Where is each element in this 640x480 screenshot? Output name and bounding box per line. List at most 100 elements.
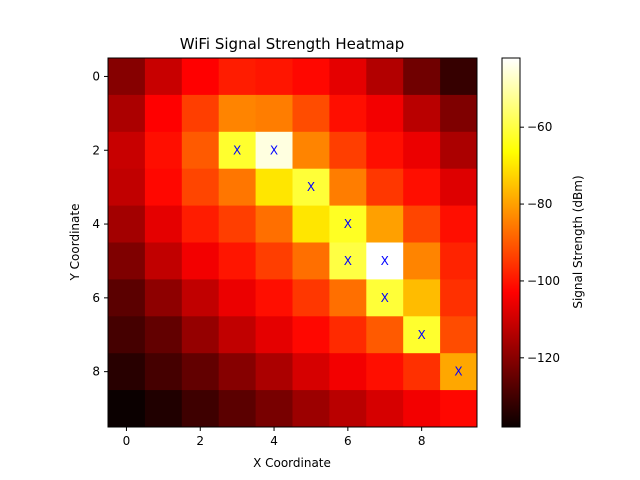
heatmap-cell — [218, 353, 256, 391]
marker-label: X — [233, 143, 241, 157]
y-tick-label: 2 — [92, 143, 100, 157]
heatmap-cell — [181, 390, 220, 428]
colorbar — [502, 58, 520, 427]
heatmap-cell — [440, 390, 478, 428]
heatmap-cell — [329, 390, 367, 428]
heatmap-cell — [366, 353, 404, 391]
marker-layer: X X X X X X X X X — [233, 143, 463, 378]
heatmap-cell — [440, 353, 478, 391]
heatmap-cell — [255, 205, 293, 243]
heatmap-cell — [144, 316, 183, 354]
heatmap-cell — [366, 316, 404, 354]
heatmap-cell — [292, 390, 330, 428]
heatmap-cell — [403, 94, 441, 133]
heatmap-cell — [108, 316, 146, 354]
heatmap-cell — [108, 94, 146, 133]
heatmap-cell — [108, 390, 146, 428]
heatmap-cell — [440, 58, 478, 96]
x-tick-label: 8 — [418, 434, 426, 448]
heatmap-cell — [292, 94, 330, 133]
heatmap-cell — [403, 168, 441, 206]
heatmap-cell — [181, 131, 220, 170]
heatmap-cell — [366, 390, 404, 428]
heatmap-cell — [440, 168, 478, 206]
chart-title: WiFi Signal Strength Heatmap — [180, 35, 405, 53]
heatmap-cell — [218, 131, 256, 170]
heatmap-cell — [440, 279, 478, 317]
heatmap-cells — [108, 58, 478, 428]
marker-label: X — [270, 143, 278, 157]
heatmap-cell — [403, 279, 441, 317]
heatmap-cell — [144, 390, 183, 428]
heatmap-cell — [403, 353, 441, 391]
x-tick-label: 4 — [270, 434, 278, 448]
marker-label: X — [307, 180, 315, 194]
x-tick-label: 0 — [123, 434, 131, 448]
heatmap-cell — [108, 242, 146, 280]
x-tick-label: 6 — [344, 434, 352, 448]
colorbar-tick-label: −80 — [527, 197, 552, 211]
y-tick-label: 6 — [92, 291, 100, 305]
heatmap-cell — [218, 279, 256, 317]
heatmap-cell — [403, 242, 441, 280]
heatmap-cell — [181, 353, 220, 391]
heatmap-cell — [366, 131, 404, 170]
heatmap-cell — [144, 168, 183, 206]
heatmap-cell — [144, 353, 183, 391]
heatmap-cell — [366, 168, 404, 206]
heatmap-cell — [440, 205, 478, 243]
heatmap-cell — [440, 94, 478, 133]
heatmap-cell — [329, 131, 367, 170]
heatmap-cell — [403, 131, 441, 170]
heatmap-cell — [144, 279, 183, 317]
heatmap-cell — [181, 316, 220, 354]
heatmap-cell — [403, 205, 441, 243]
marker-label: X — [381, 291, 389, 305]
heatmap-cell — [181, 58, 220, 96]
heatmap-cell — [144, 94, 183, 133]
heatmap-cell — [292, 279, 330, 317]
heatmap-cell — [329, 316, 367, 354]
colorbar-tick-label: −60 — [527, 120, 552, 134]
marker-label: X — [344, 217, 352, 231]
heatmap-cell — [108, 131, 146, 170]
colorbar-label: Signal Strength (dBm) — [571, 175, 585, 308]
x-axis-label: X Coordinate — [253, 456, 331, 470]
plot-frame — [107, 57, 478, 428]
heatmap-cell — [144, 58, 183, 96]
y-tick-label: 8 — [92, 365, 100, 379]
heatmap-cell — [144, 131, 183, 170]
heatmap-cell — [366, 242, 404, 280]
heatmap-cell — [108, 58, 146, 96]
marker-label: X — [418, 328, 426, 342]
colorbar-tick-label: −100 — [527, 274, 560, 288]
heatmap-cell — [440, 242, 478, 280]
y-tick-label: 4 — [92, 217, 100, 231]
heatmap-cell — [292, 168, 330, 206]
heatmap-cell — [218, 205, 256, 243]
heatmap-cell — [218, 58, 256, 96]
heatmap-cell — [366, 58, 404, 96]
heatmap-cell — [403, 316, 441, 354]
heatmap-cell — [108, 205, 146, 243]
heatmap-cell — [218, 168, 256, 206]
heatmap-cell — [292, 316, 330, 354]
heatmap-cell — [440, 131, 478, 170]
y-tick-label: 0 — [92, 69, 100, 83]
heatmap-cell — [329, 279, 367, 317]
y-axis: 0 2 4 6 8 — [92, 69, 108, 379]
heatmap-cell — [292, 353, 330, 391]
heatmap-cell — [255, 279, 293, 317]
heatmap-cell — [218, 242, 256, 280]
colorbar-frame — [501, 57, 521, 428]
heatmap-cell — [181, 205, 220, 243]
heatmap-cell — [218, 94, 256, 133]
marker-label: X — [344, 254, 352, 268]
marker-label: X — [381, 254, 389, 268]
heatmap-cell — [329, 58, 367, 96]
heatmap-cell — [255, 353, 293, 391]
heatmap-cell — [144, 205, 183, 243]
heatmap-cell — [440, 316, 478, 354]
heatmap-cell — [255, 168, 293, 206]
